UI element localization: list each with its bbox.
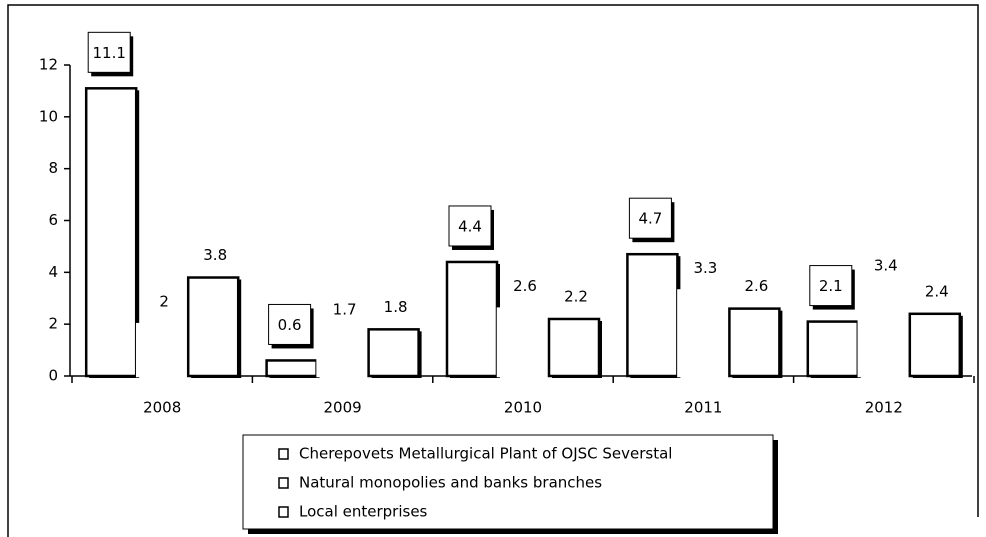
label-box: [87, 31, 131, 73]
x-tick-label: 2009: [324, 399, 362, 417]
legend-marker: [278, 506, 289, 518]
legend-marker: [278, 448, 289, 460]
bar: [547, 317, 601, 378]
data-label: 2.1: [819, 277, 843, 295]
y-tick-label: 0: [48, 367, 58, 385]
y-tick-label: 10: [39, 107, 58, 125]
y-tick-label: 2: [48, 315, 58, 333]
bar: [806, 320, 860, 378]
label-box: [448, 205, 492, 247]
data-label: 1.8: [384, 298, 408, 316]
data-label: 4.7: [638, 210, 662, 228]
bar: [626, 252, 679, 378]
data-label: 0.6: [278, 316, 302, 334]
bar: [135, 322, 189, 378]
bar: [445, 260, 499, 378]
bar: [496, 307, 550, 378]
data-label: 2.4: [925, 282, 949, 300]
legend-label: Natural monopolies and banks branches: [299, 474, 602, 492]
y-tick-label: 8: [48, 159, 58, 177]
data-label: 11.1: [92, 44, 125, 62]
x-tick-label: 2012: [865, 399, 903, 417]
data-label: 3.4: [874, 256, 898, 274]
x-tick-label: 2008: [143, 399, 181, 417]
chart-frame: [7, 4, 979, 537]
bar: [367, 328, 420, 378]
bar: [316, 330, 369, 378]
bar: [857, 286, 911, 378]
data-label: 3.8: [203, 246, 227, 264]
legend-marker: [278, 477, 289, 489]
bar: [84, 87, 138, 378]
legend-label: Cherepovets Metallurgical Plant of OJSC …: [299, 445, 672, 463]
label-box: [809, 265, 853, 307]
legend: [242, 434, 774, 530]
bar: [728, 307, 781, 378]
label-box: [268, 303, 312, 345]
data-label: 2.6: [513, 277, 537, 295]
x-tick-label: 2011: [684, 399, 722, 417]
y-tick-label: 12: [39, 56, 58, 74]
x-tick-label: 2010: [504, 399, 542, 417]
bar: [677, 289, 730, 378]
label-box: [628, 197, 672, 239]
data-label: 3.3: [693, 259, 717, 277]
bar: [908, 312, 962, 378]
data-label: 2: [159, 293, 169, 311]
data-label: 2.6: [744, 277, 768, 295]
bar: [265, 359, 318, 378]
data-label: 2.2: [564, 287, 588, 305]
data-label: 4.4: [458, 217, 482, 235]
data-label: 1.7: [333, 300, 357, 318]
y-tick-label: 6: [48, 211, 58, 229]
legend-label: Local enterprises: [299, 503, 428, 521]
y-tick-label: 4: [48, 263, 58, 281]
bar: [186, 276, 240, 378]
